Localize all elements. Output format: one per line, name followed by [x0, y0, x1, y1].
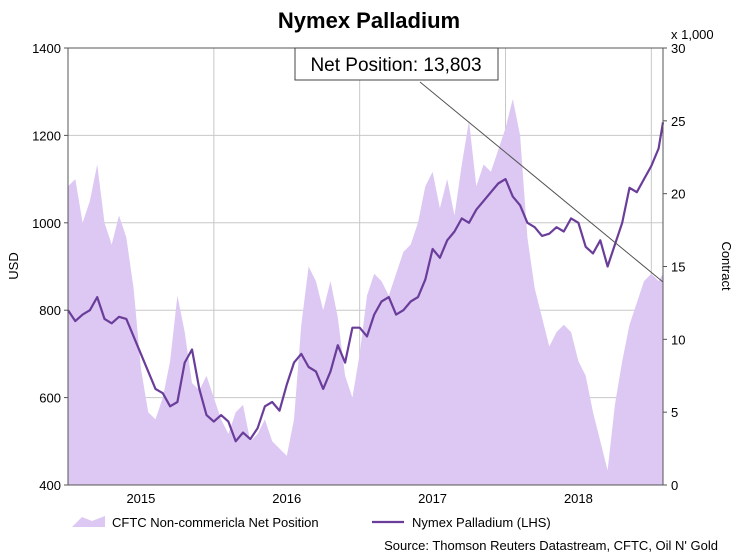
trend-line: [419, 81, 664, 283]
x-tick-label: 2017: [418, 491, 447, 506]
legend-area-swatch: [72, 516, 105, 527]
x-tick-label: 2016: [272, 491, 301, 506]
right-tick-label: 0: [671, 478, 678, 493]
annotation-box: [294, 47, 499, 81]
right-tick-label: 10: [671, 332, 685, 347]
right-tick-label: 30: [671, 41, 685, 56]
x-tick-label: 2015: [126, 491, 155, 506]
right-tick-label: 25: [671, 114, 685, 129]
left-tick-label: 1200: [32, 128, 61, 143]
chart-title: Nymex Palladium: [278, 8, 460, 33]
palladium-line-layer: [67, 122, 665, 443]
net-position-area: [68, 99, 663, 485]
x-axis-ticks: 2015 2016 2017 2018: [126, 491, 592, 506]
legend: CFTC Non-commericla Net Position Nymex P…: [72, 515, 551, 530]
annotation-text: Net Position: 13,803: [310, 55, 481, 76]
trend-layer: [419, 81, 664, 283]
left-tick-label: 1000: [32, 216, 61, 231]
left-tick-label: 800: [39, 303, 61, 318]
right-tick-label: 20: [671, 187, 685, 202]
legend-line-label: Nymex Palladium (LHS): [412, 515, 551, 530]
left-tick-label: 600: [39, 391, 61, 406]
left-tick-label: 1400: [32, 41, 61, 56]
palladium-line: [67, 122, 665, 443]
right-tick-label: 5: [671, 405, 678, 420]
left-axis-label: USD: [6, 252, 21, 279]
right-axis-multiplier: x 1,000: [671, 27, 714, 42]
right-axis-label: Contract: [719, 241, 734, 291]
net-position-area-layer: [68, 99, 663, 485]
legend-area-label: CFTC Non-commericla Net Position: [112, 515, 319, 530]
left-axis-ticks: 400 600 800 1000 1200 1400: [32, 41, 68, 493]
right-axis-ticks: 0 5 10 15 20 25 30: [663, 41, 685, 493]
net-position-annotation: Net Position: 13,803: [294, 47, 499, 81]
x-tick-label: 2018: [564, 491, 593, 506]
left-tick-label: 400: [39, 478, 61, 493]
source-note: Source: Thomson Reuters Datastream, CFTC…: [384, 538, 718, 553]
right-tick-label: 15: [671, 260, 685, 275]
